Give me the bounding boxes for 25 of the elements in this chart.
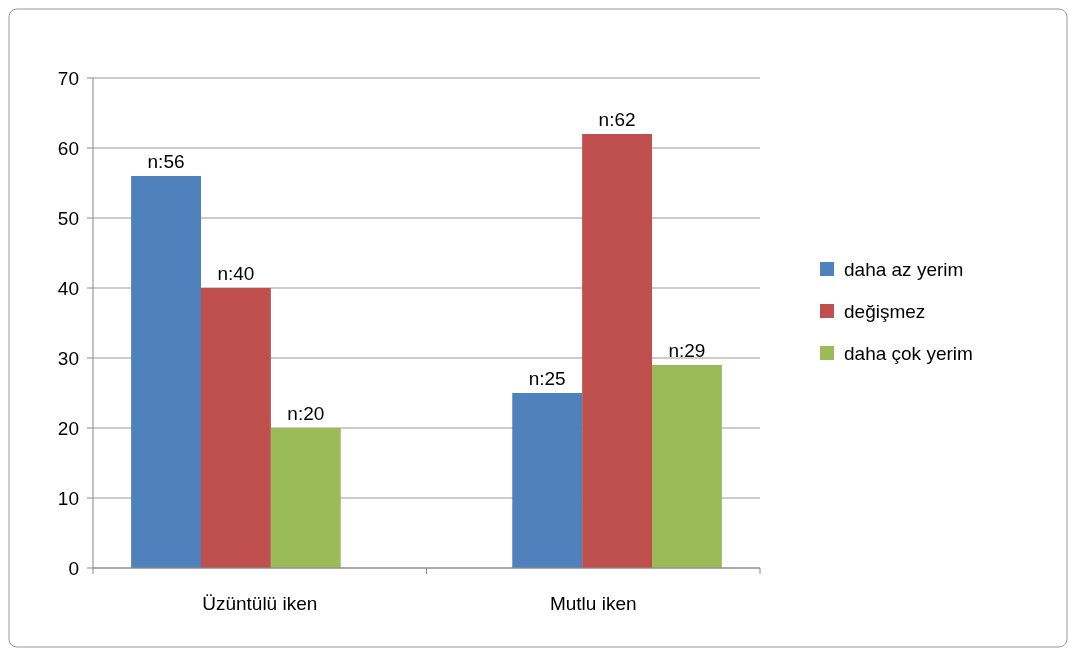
bar [582,134,653,568]
x-tick-label: Mutlu iken [549,593,637,614]
data-label: n:29 [668,340,706,361]
y-tick-label: 10 [57,487,79,509]
y-tick-label: 30 [57,347,79,369]
y-tick-label: 70 [57,67,79,89]
x-tick-label: Üzüntülü iken [202,593,318,614]
y-tick-label: 60 [57,137,79,159]
bar [200,288,271,568]
y-tick-label: 0 [68,557,79,579]
bar [270,428,341,568]
data-label: n:25 [528,368,566,389]
legend-label: daha az yerim [844,258,964,280]
legend-label: daha çok yerim [844,342,973,364]
y-tick-label: 40 [57,277,79,299]
data-label: n:62 [598,109,636,130]
y-tick-label: 50 [57,207,79,229]
bar [131,176,201,568]
data-label: n:20 [287,403,325,424]
y-tick-label: 20 [57,417,79,439]
bar [652,365,722,568]
data-label: n:40 [217,263,255,284]
legend-label: değişmez [844,300,926,322]
bar [512,393,583,568]
data-label: n:56 [147,151,185,172]
